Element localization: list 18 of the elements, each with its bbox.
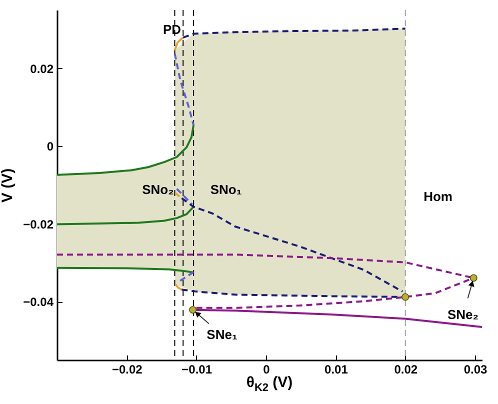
y-tick-label: −0.02 (23, 217, 54, 232)
annotation: SNo₂ (142, 182, 174, 197)
x-tick-label: 0.02 (394, 362, 418, 376)
x-tick-label: 0 (263, 362, 270, 376)
x-axis-title: θ$_{K2}$ (V) (246, 374, 293, 394)
y-tick-label: 0 (46, 140, 54, 154)
y-tick-label: −0.04 (23, 295, 54, 310)
annotation: Hom (424, 189, 452, 204)
x-tick-label: −0.02 (112, 362, 143, 376)
x-tick-label: 0.01 (324, 362, 348, 376)
y-axis-title: V (V) (0, 168, 16, 203)
y-tick-label: 0.02 (30, 62, 54, 76)
annotation: SNe₁ (206, 327, 238, 342)
x-tick-label: −0.01 (182, 362, 212, 376)
annotation: PD (162, 22, 182, 37)
annotation: SNo₁ (210, 182, 242, 197)
annotation: SNe₂ (447, 307, 479, 322)
x-tick-label: 0.03 (464, 362, 488, 376)
